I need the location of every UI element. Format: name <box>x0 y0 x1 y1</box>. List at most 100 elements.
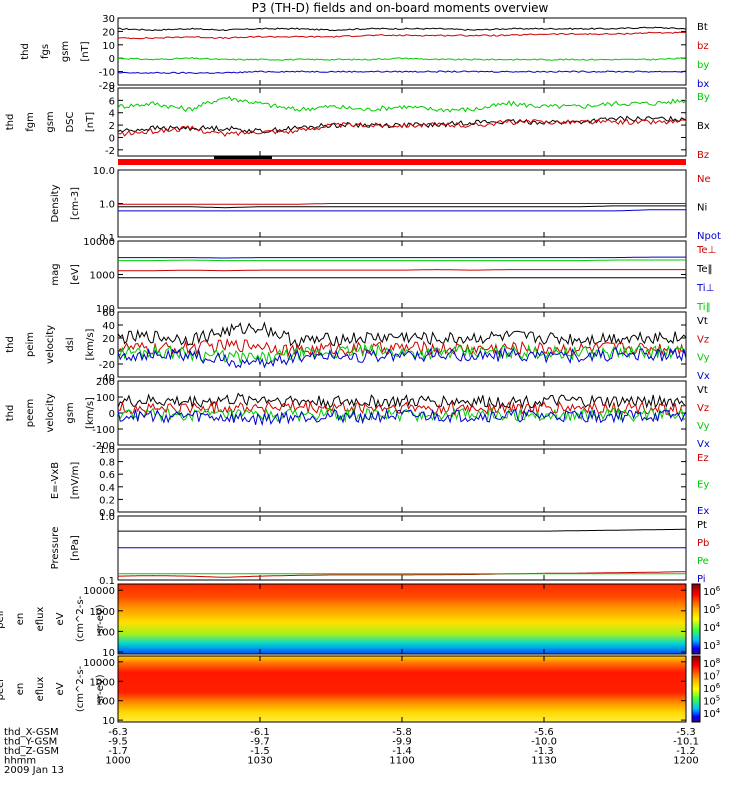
series-line <box>118 269 686 272</box>
legend-entry: Vz <box>697 403 709 414</box>
colorbar-tick-label: 108 <box>703 657 720 670</box>
footer-row-value: 1200 <box>673 756 698 767</box>
y-axis-label-line: mag <box>50 263 61 285</box>
legend-entry: Vt <box>697 316 708 327</box>
y-axis-label-line: en <box>15 683 26 696</box>
y-axis-label-line: (cm^2-s- <box>75 595 86 642</box>
colorbar-tick-label: 104 <box>703 621 721 634</box>
data-gap-marker <box>214 156 272 159</box>
y-tick-label: 10.0 <box>93 166 115 177</box>
footer-row-value: 1130 <box>531 756 556 767</box>
footer-row-value: -9.5 <box>108 737 128 748</box>
series-line <box>117 57 687 61</box>
spectrogram-image <box>118 656 686 722</box>
y-axis-label: mag [eV] <box>50 263 81 285</box>
legend-entry: Te⊥ <box>696 245 716 256</box>
y-axis-label-line: [eV] <box>70 264 81 285</box>
y-axis-label-line: fgm <box>25 112 36 132</box>
series-line <box>118 205 686 209</box>
y-tick-label: 0.0 <box>99 508 115 519</box>
legend-entry: Vx <box>697 371 710 382</box>
y-axis-label-line: en <box>15 613 26 626</box>
y-axis-label: thd fgs gsm [nT] <box>20 41 91 62</box>
y-axis-label: thdpeirenefluxeV(cm^2-s-sr-eV) <box>0 595 106 642</box>
legend-entry: Ti‖ <box>696 302 711 313</box>
y-axis-label-line: peer <box>0 677 6 701</box>
legend-entry: Vx <box>697 439 710 450</box>
y-axis-label-line: peem <box>25 399 36 427</box>
y-tick-label: 1.0 <box>99 445 115 456</box>
legend-entry: Ey <box>697 480 709 491</box>
footer-row-value: -9.9 <box>392 737 412 748</box>
series-line <box>118 26 687 32</box>
series-line <box>118 571 686 578</box>
y-tick-label: 30 <box>102 14 115 25</box>
footer-row-label: hhmm <box>4 756 36 767</box>
legend-entry: By <box>697 92 710 103</box>
panel-frame <box>117 240 687 309</box>
colorbar-tick-label: 105 <box>703 603 720 616</box>
y-axis-label-line: eflux <box>35 607 46 632</box>
y-tick-label: -100 <box>92 425 115 436</box>
series-line <box>117 347 687 369</box>
legend-entry: Vt <box>697 385 708 396</box>
series-line <box>117 118 687 137</box>
x-axis-footer: thd_X-GSM -6.3 -6.1 -5.8 -5.6 -5.3 thd_Y-GSM -9… <box>4 727 699 776</box>
y-tick-label: -2 <box>105 146 115 157</box>
legend-entry: bz <box>697 41 709 52</box>
y-axis-label-line: eV <box>55 682 66 695</box>
footer-row-value: -9.7 <box>250 737 270 748</box>
legend-entry: Bx <box>697 121 710 132</box>
legend-entry: Vz <box>697 334 709 345</box>
y-tick-label: 20 <box>102 334 115 345</box>
y-axis-label-line: eV <box>55 612 66 625</box>
y-axis-label: Density [cm-3] <box>50 184 81 222</box>
y-axis-label: Pressure [nPa] <box>50 527 81 570</box>
y-axis-label-line: Density <box>50 184 61 222</box>
y-tick-label: -200 <box>92 441 115 452</box>
y-tick-label: 40 <box>102 321 115 332</box>
colorbar-tick-label: 105 <box>703 695 720 708</box>
y-axis-label-line: dsl <box>65 337 76 351</box>
legend-entry: Pt <box>697 520 707 531</box>
y-axis-label-line: [km/s] <box>85 397 96 429</box>
y-axis-label-line: peir <box>0 608 6 628</box>
colorbar-tick-label: 106 <box>703 585 721 598</box>
panel-2: 86 420 -2 thd fgm gsm DSC [nT] By Bx Bz <box>5 84 710 161</box>
y-axis-label-line: velocity <box>45 325 56 364</box>
y-axis-label-line: peim <box>25 332 36 357</box>
y-tick-label: -20 <box>99 81 115 92</box>
footer-row-value: -5.8 <box>392 727 412 738</box>
panel-3: 10.0 1.0 0.1 Density [cm-3] Ne Ni Npot <box>50 166 721 244</box>
footer-row-value: -1.4 <box>392 746 412 757</box>
legend-entry: Ti⊥ <box>696 283 714 294</box>
y-tick-label: 10 <box>102 648 115 659</box>
footer-row-label: thd_X-GSM <box>4 727 59 738</box>
panel-frame <box>117 87 687 157</box>
panel-5: 60 40 20 0 -20 -40 thd peim velocity dsl [km/s] Vt V… <box>5 308 710 384</box>
legend-entry: Vy <box>697 353 710 364</box>
y-axis-label-line: [nT] <box>85 112 96 132</box>
legend-entry: Ni <box>697 203 707 214</box>
y-axis-label-line: thd <box>20 43 31 60</box>
series-line <box>117 408 687 427</box>
y-axis-label: thd peim velocity dsl [km/s] <box>5 325 96 364</box>
footer-row-value: -6.3 <box>108 727 128 738</box>
y-axis-label-line: [cm-3] <box>70 187 81 220</box>
colorbar-tick-label: 103 <box>703 639 720 652</box>
y-tick-label: 6 <box>109 96 115 107</box>
y-axis-label: thdpeerenefluxeV(cm^2-s-sr-eV) <box>0 665 106 712</box>
legend-entry: Ez <box>697 453 709 464</box>
series-line <box>117 70 686 75</box>
colorbar-tick-label: 104 <box>703 707 721 720</box>
footer-row-value: -1.7 <box>108 746 128 757</box>
panel-8: 1.0 0.1 Pressure [nPa] Pt Pb Pe Pi <box>50 512 709 587</box>
y-tick-label: 2 <box>109 121 115 132</box>
y-tick-label: 60 <box>102 308 115 319</box>
y-axis-label-line: gsm <box>65 402 76 423</box>
series-line <box>117 337 687 358</box>
y-tick-label: -10 <box>99 68 115 79</box>
y-tick-label: 1000 <box>90 607 115 618</box>
colorbar <box>691 655 701 723</box>
